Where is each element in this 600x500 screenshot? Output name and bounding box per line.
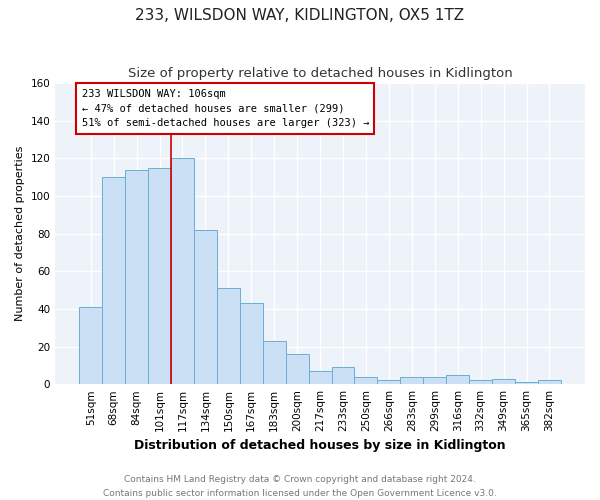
- Text: 233 WILSDON WAY: 106sqm
← 47% of detached houses are smaller (299)
51% of semi-d: 233 WILSDON WAY: 106sqm ← 47% of detache…: [82, 88, 369, 128]
- Text: 233, WILSDON WAY, KIDLINGTON, OX5 1TZ: 233, WILSDON WAY, KIDLINGTON, OX5 1TZ: [136, 8, 464, 22]
- Bar: [377, 380, 400, 384]
- Bar: [355, 376, 377, 384]
- Bar: [217, 288, 240, 384]
- Bar: [286, 354, 308, 384]
- Bar: [125, 170, 148, 384]
- Bar: [538, 380, 561, 384]
- Bar: [102, 177, 125, 384]
- Bar: [400, 376, 423, 384]
- Bar: [171, 158, 194, 384]
- Text: Contains HM Land Registry data © Crown copyright and database right 2024.
Contai: Contains HM Land Registry data © Crown c…: [103, 476, 497, 498]
- Bar: [308, 371, 332, 384]
- Bar: [148, 168, 171, 384]
- Bar: [423, 376, 446, 384]
- Bar: [492, 378, 515, 384]
- Bar: [446, 375, 469, 384]
- Bar: [469, 380, 492, 384]
- Bar: [194, 230, 217, 384]
- Bar: [240, 304, 263, 384]
- Bar: [263, 341, 286, 384]
- Bar: [332, 367, 355, 384]
- Bar: [79, 307, 102, 384]
- Bar: [515, 382, 538, 384]
- Y-axis label: Number of detached properties: Number of detached properties: [15, 146, 25, 322]
- X-axis label: Distribution of detached houses by size in Kidlington: Distribution of detached houses by size …: [134, 440, 506, 452]
- Title: Size of property relative to detached houses in Kidlington: Size of property relative to detached ho…: [128, 68, 512, 80]
